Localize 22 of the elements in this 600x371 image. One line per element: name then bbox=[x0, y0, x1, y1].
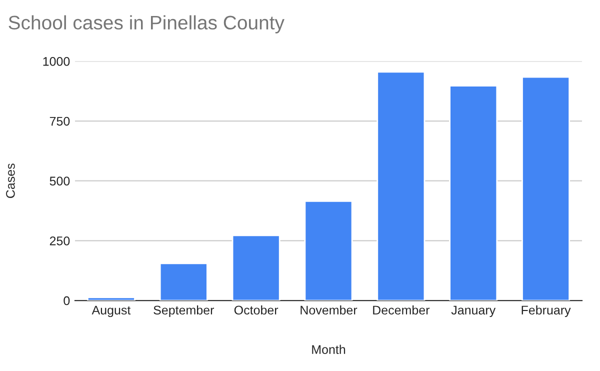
bar bbox=[522, 76, 570, 301]
chart-title: School cases in Pinellas County bbox=[8, 15, 284, 34]
y-tick-label: 250 bbox=[50, 236, 70, 246]
x-tick-label: February bbox=[522, 305, 571, 318]
x-tick-label: September bbox=[154, 305, 214, 318]
y-tick-label: 500 bbox=[50, 176, 70, 186]
bar bbox=[232, 234, 280, 301]
bar bbox=[376, 71, 426, 301]
x-tick-label: August bbox=[92, 306, 131, 318]
x-tick-label: December bbox=[373, 305, 430, 315]
y-tick-label: 0 bbox=[64, 296, 70, 306]
y-tick-label: 1000 bbox=[43, 57, 70, 66]
x-tick-label: January bbox=[451, 306, 496, 318]
bar bbox=[159, 262, 208, 301]
y-tick-label: 750 bbox=[50, 116, 70, 126]
x-tick-label: October bbox=[234, 305, 278, 315]
x-axis-title: Month bbox=[312, 344, 346, 354]
y-axis-title: Cases bbox=[6, 164, 15, 198]
bar bbox=[86, 296, 136, 301]
bar bbox=[304, 200, 353, 301]
x-tick-label: November bbox=[300, 305, 358, 315]
bar bbox=[449, 85, 498, 301]
